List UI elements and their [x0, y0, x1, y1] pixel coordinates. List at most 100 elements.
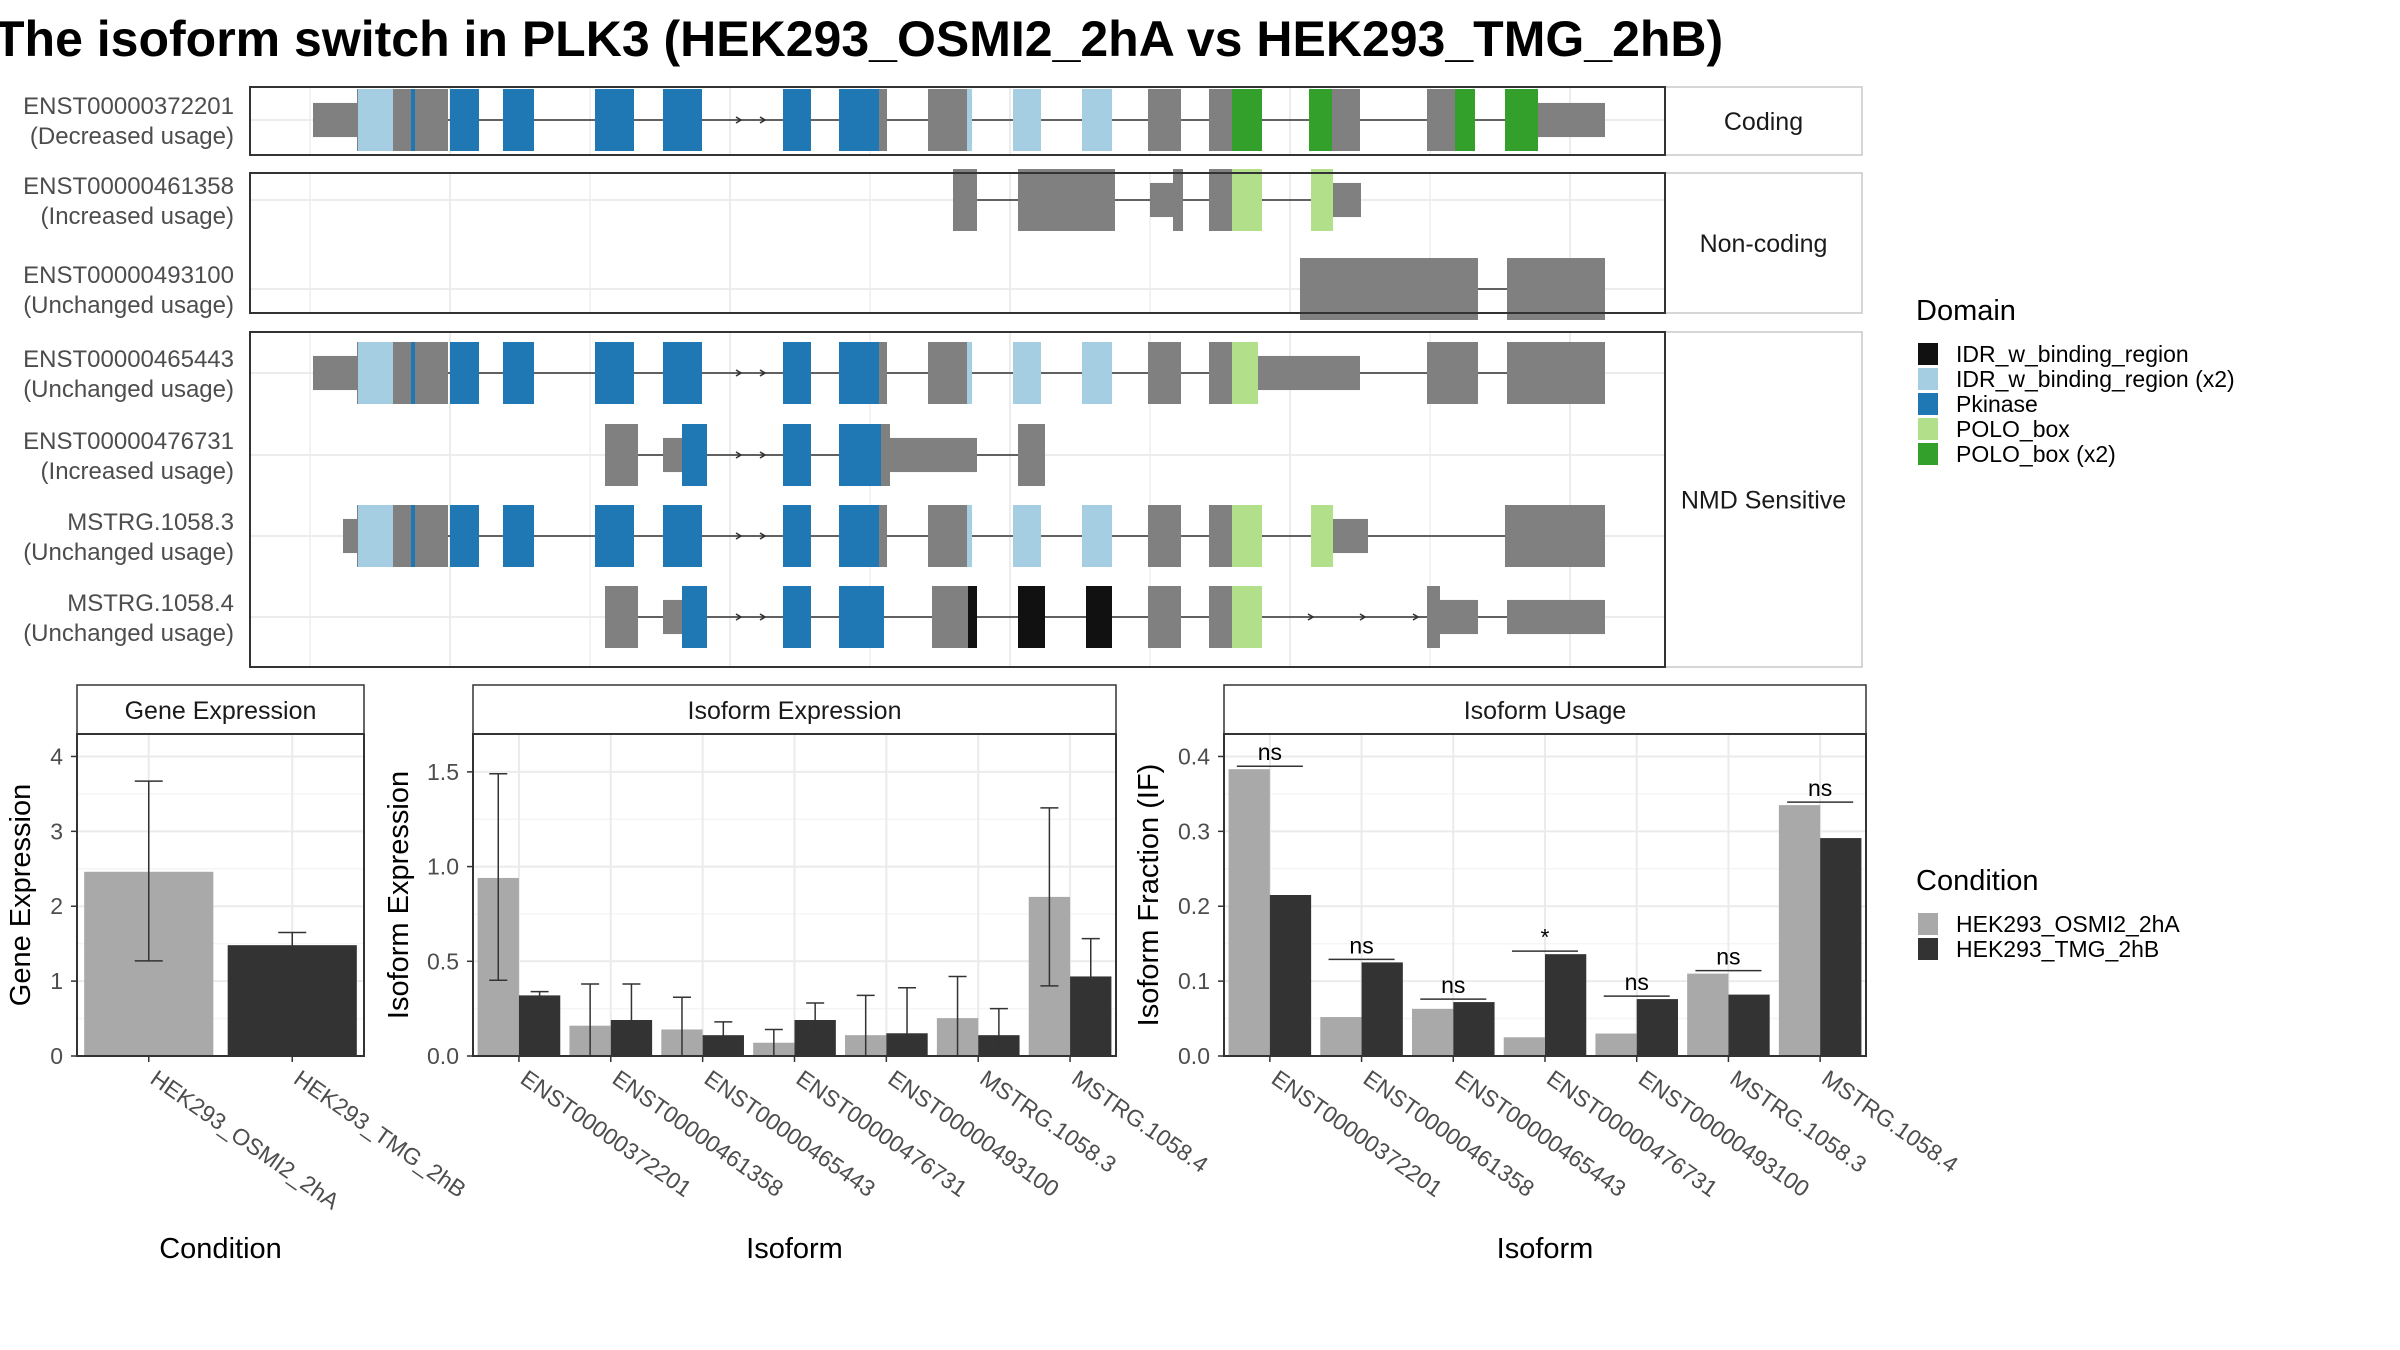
condition-legend-key: [1918, 938, 1938, 960]
x-tick-label: ENST00000372201: [1267, 1065, 1447, 1202]
exon-block: [343, 518, 357, 554]
exon-block: [1013, 89, 1041, 151]
bar: [1636, 999, 1678, 1056]
plot-border: [76, 733, 365, 1057]
y-axis-title: Isoform Fraction (IF): [1133, 764, 1165, 1027]
x-tick-label: ENST00000372201: [516, 1065, 696, 1202]
group-strip: [1664, 172, 1863, 314]
significance-label: ns: [1349, 932, 1373, 958]
exon-block: [1427, 342, 1478, 404]
exon-block: [1507, 258, 1605, 320]
exon-block: [663, 599, 682, 635]
transcript-track: [605, 586, 1605, 648]
transcript-usage-label: (Decreased usage): [30, 123, 234, 150]
strand-arrow: [759, 532, 767, 540]
panel-strip-title: Isoform Usage: [1464, 697, 1627, 725]
strand-arrow: [759, 613, 767, 621]
domain-legend-key: [1918, 343, 1938, 365]
strand-arrow: [759, 451, 767, 459]
bar: [1728, 994, 1770, 1056]
bar: [1453, 1002, 1495, 1056]
exon-block: [839, 342, 879, 404]
exon-block: [1148, 89, 1181, 151]
exon-block: [1082, 342, 1112, 404]
exon-block: [783, 89, 811, 151]
transcript-usage-label: (Increased usage): [41, 458, 234, 485]
legends: Domain IDR_w_binding_regionIDR_w_binding…: [1916, 295, 2235, 962]
exon-block: [411, 89, 415, 151]
exon-block: [1332, 89, 1360, 151]
exon-block: [450, 89, 479, 151]
exon-block: [1013, 505, 1041, 567]
exon-block: [682, 424, 707, 486]
exon-block: [1232, 586, 1262, 648]
domain-legend-key: [1918, 443, 1938, 465]
exon-block: [1018, 424, 1045, 486]
exon-block: [1209, 89, 1232, 151]
bar: [1503, 1037, 1545, 1056]
bar: [1228, 769, 1270, 1056]
domain-legend-label: Pkinase: [1956, 391, 2038, 417]
domain-legend-label: POLO_box (x2): [1956, 441, 2116, 467]
transcript-id-label: ENST00000461358: [23, 173, 234, 200]
y-tick-label: 0: [50, 1043, 63, 1069]
bar: [1820, 838, 1862, 1056]
strand-arrow: [735, 451, 743, 459]
x-tick-label: ENST00000493100: [1634, 1065, 1814, 1202]
exon-block: [393, 89, 411, 151]
panel-strip: [1223, 684, 1867, 735]
exon-block: [1148, 505, 1181, 567]
exon-block: [1018, 586, 1045, 648]
transcript-track: [953, 169, 1361, 231]
plot-border: [472, 733, 1117, 1057]
transcript-id-label: MSTRG.1058.4: [67, 590, 234, 617]
x-axis-title: Isoform: [746, 1233, 843, 1265]
transcript-track: [1300, 258, 1605, 320]
transcript-track: [313, 89, 1605, 151]
exon-block: [1311, 505, 1333, 567]
bar: [1269, 895, 1312, 1056]
exon-block: [839, 89, 879, 151]
transcript-structure-panel: Coding Non-coding NMD Sensitive ENST0000037…: [23, 86, 1863, 668]
strand-arrow: [735, 613, 743, 621]
significance-label: ns: [1258, 739, 1282, 765]
exon-block: [1148, 342, 1181, 404]
exon-block: [967, 342, 972, 404]
bar: [518, 995, 561, 1056]
exon-block: [1086, 586, 1112, 648]
exon-block: [1232, 169, 1262, 231]
bar: [1595, 1033, 1637, 1056]
exon-block: [1209, 169, 1232, 231]
exon-block: [663, 89, 702, 151]
bar: [1545, 954, 1587, 1056]
group-label: Coding: [1724, 108, 1803, 136]
isoform-usage-panel: Isoform Usage 0.0 0.1 0.2 0.3 0.4 ns ENST000003…: [1133, 684, 1963, 1265]
condition-legend-key: [1918, 913, 1938, 935]
exon-block: [783, 342, 811, 404]
exon-block: [879, 342, 887, 404]
exon-block: [967, 89, 972, 151]
exon-block: [839, 424, 881, 486]
y-tick-label: 0.5: [427, 948, 459, 974]
exon-block: [1333, 518, 1368, 554]
significance-label: ns: [1808, 775, 1832, 801]
exon-block: [605, 424, 638, 486]
exon-block: [1148, 586, 1181, 648]
group-strip: [1664, 331, 1863, 668]
domain-legend-key: [1918, 368, 1938, 390]
y-tick-label: 1.0: [427, 854, 459, 880]
bar: [1320, 1017, 1362, 1056]
bar: [1687, 973, 1729, 1056]
x-tick-label: ENST00000476731: [792, 1065, 972, 1202]
bar: [1412, 1008, 1454, 1056]
exon-block: [411, 505, 415, 567]
y-tick-label: 0.2: [1178, 893, 1210, 919]
exon-block: [928, 505, 970, 567]
exon-block: [1232, 342, 1258, 404]
strand-arrow: [1359, 613, 1367, 621]
y-tick-label: 0.1: [1178, 968, 1210, 994]
condition-legend-label: HEK293_OSMI2_2hA: [1956, 911, 2180, 937]
x-tick-label: ENST00000493100: [883, 1065, 1063, 1202]
x-tick-label: ENST00000461358: [608, 1065, 788, 1202]
